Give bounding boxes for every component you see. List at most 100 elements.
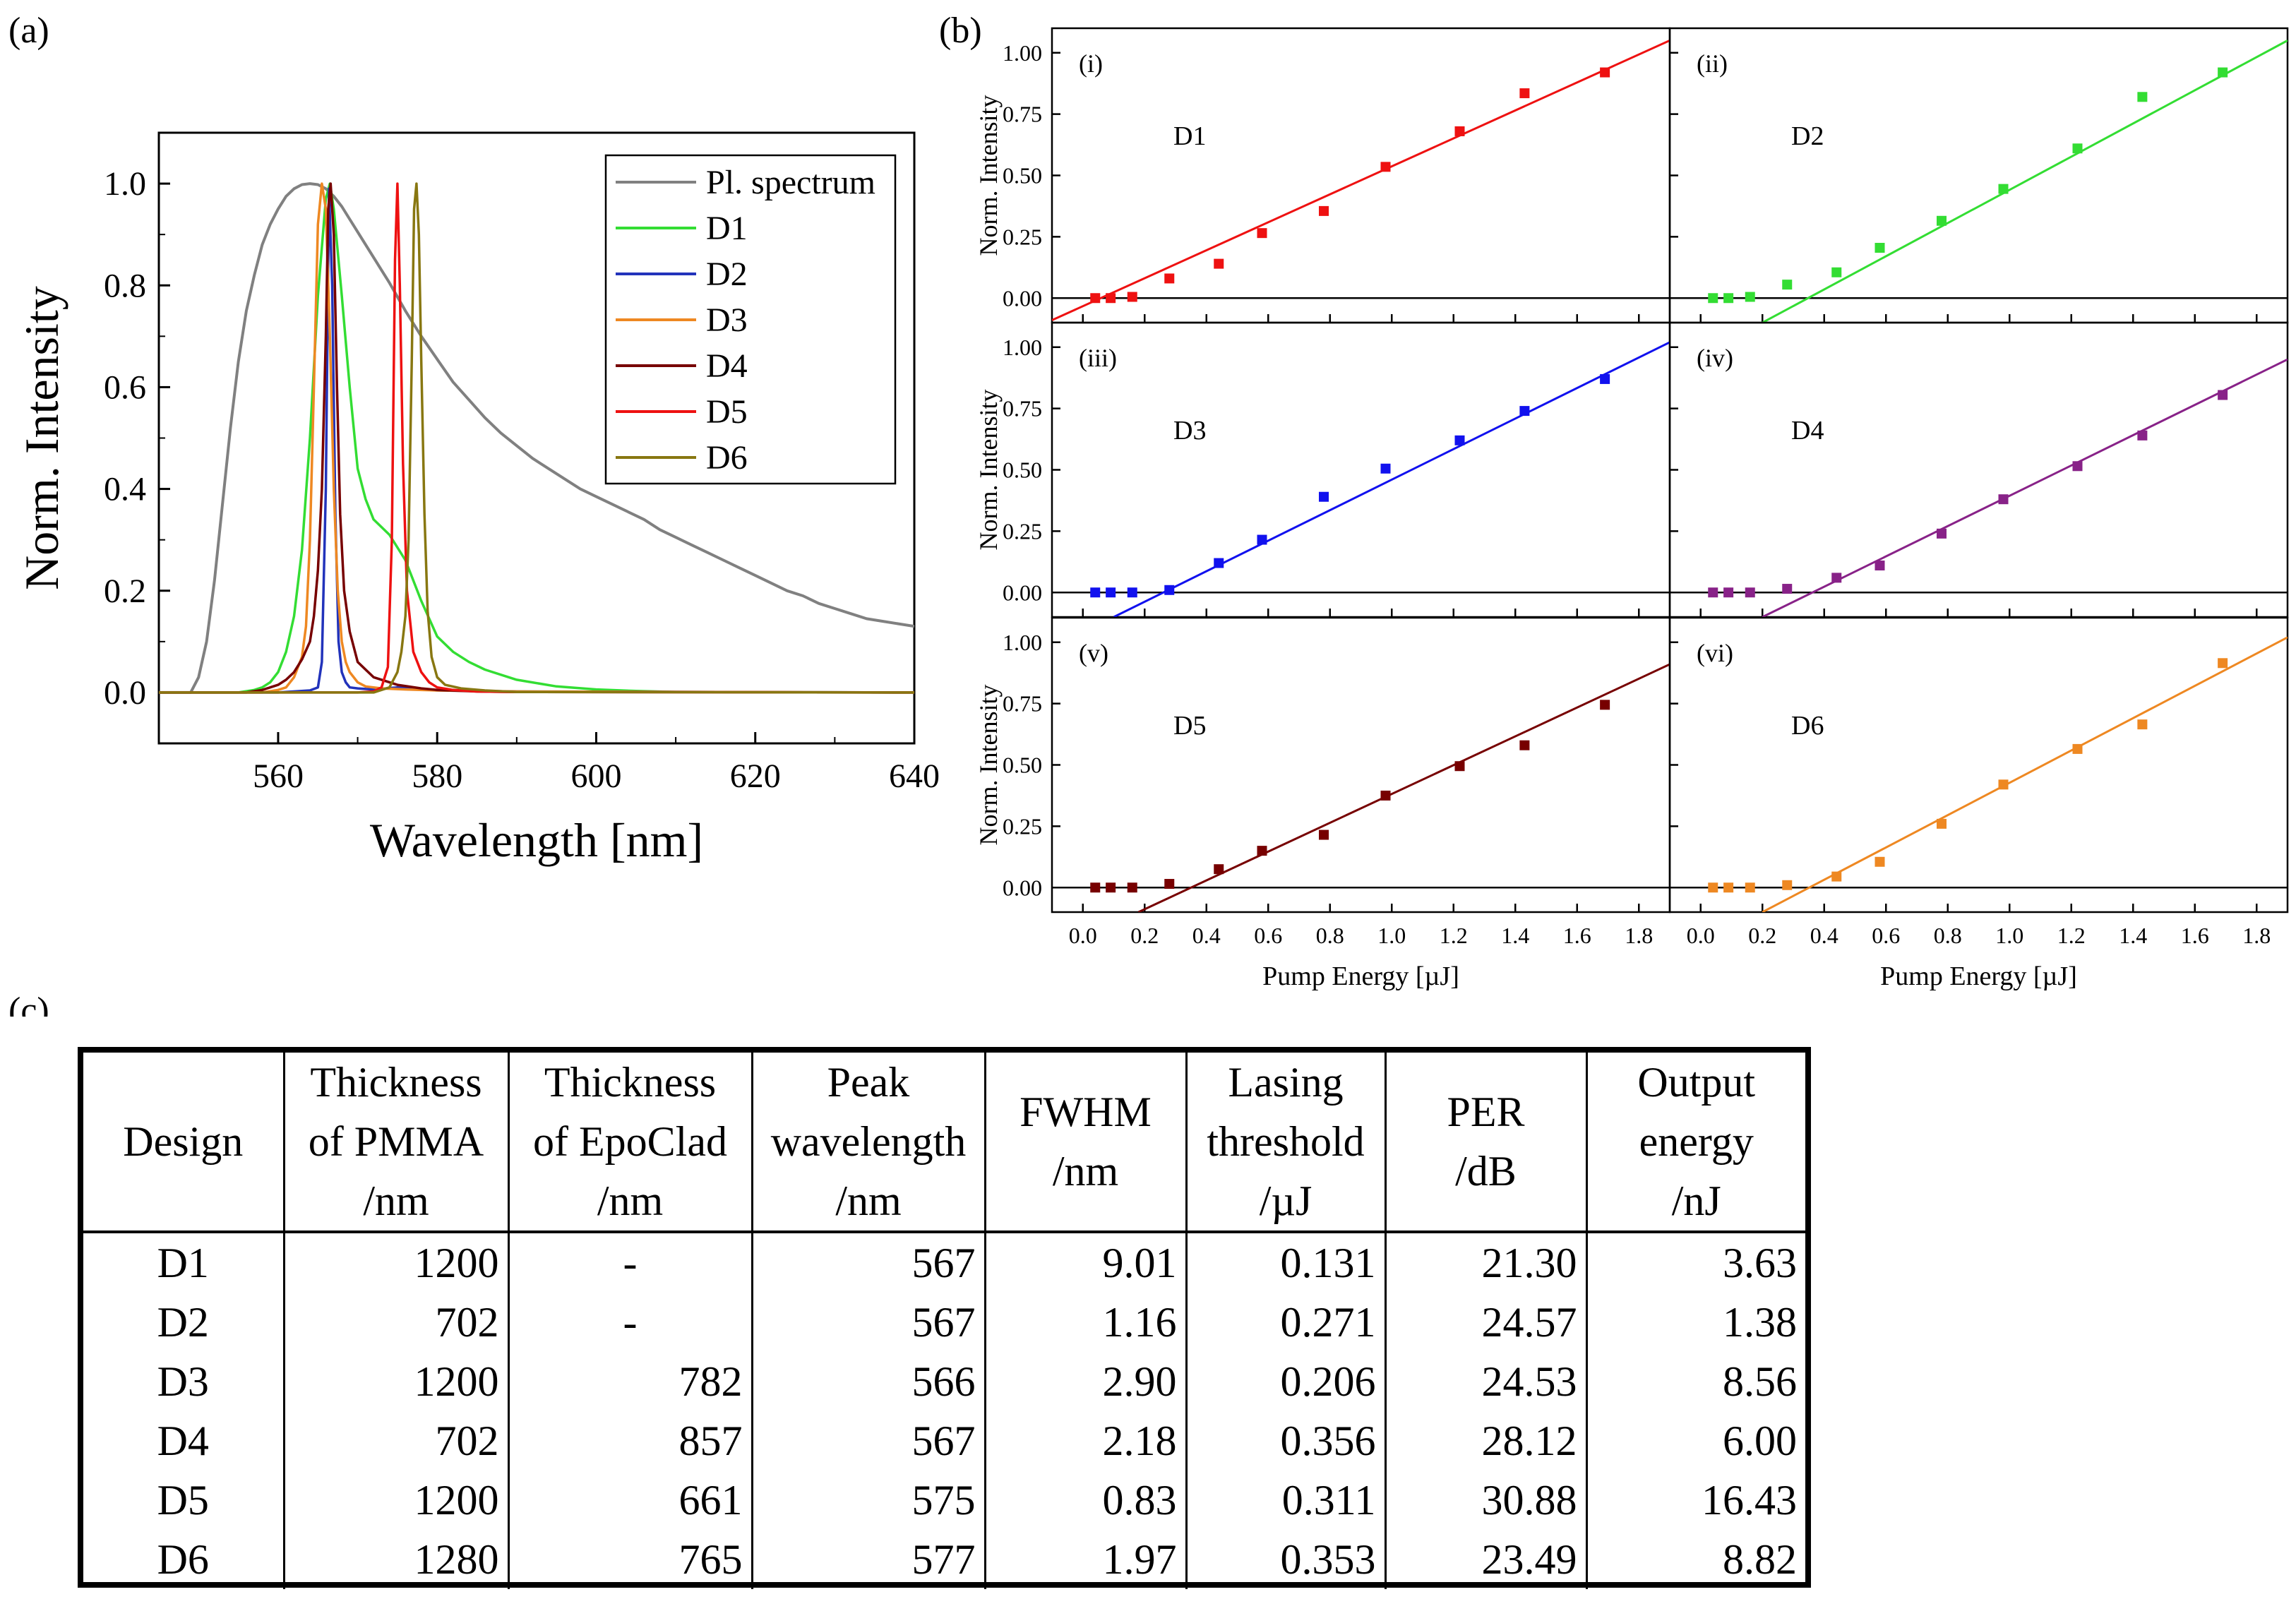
table-cell: 577: [751, 1530, 985, 1589]
y-tick-label-b: 0.75: [1003, 102, 1042, 127]
data-point-d3: [1257, 534, 1267, 545]
data-point-d2: [1745, 292, 1755, 302]
x-tick-label-b: 0.6: [1872, 923, 1900, 948]
table-cell: 702: [282, 1411, 508, 1471]
data-point-d3: [1319, 491, 1329, 502]
y-tick-label-b: 0.00: [1003, 875, 1042, 900]
subplot-design-label: D2: [1791, 121, 1824, 151]
table-cell: 28.12: [1384, 1411, 1586, 1471]
data-point-d5: [1380, 790, 1391, 801]
table-header-line: of PMMA: [308, 1118, 484, 1165]
data-point-d1: [1106, 293, 1116, 304]
table-header-line: PER: [1447, 1089, 1525, 1135]
table-cell: -: [507, 1232, 752, 1293]
results-table: Design Thickness of PMMA/nm Thickness of Epo…: [83, 1053, 1805, 1589]
subplot-tag: (ii): [1697, 49, 1728, 78]
data-point-d6: [1937, 818, 1947, 829]
table-cell: D6: [157, 1536, 209, 1583]
table-row: D1 1200-567 9.01 0.131 21.30 3.63: [83, 1232, 1805, 1293]
data-point-d6: [1875, 856, 1885, 867]
table-row: D2 702-567 1.16 0.271 24.57 1.38: [83, 1293, 1805, 1352]
table-header-line: Lasing: [1228, 1059, 1344, 1106]
table-cell: 2.90: [983, 1352, 1186, 1411]
legend-label: D1: [706, 210, 748, 247]
data-point-d4: [1875, 561, 1885, 571]
table-header-line: /dB: [1455, 1148, 1517, 1194]
data-point-d1: [1090, 293, 1101, 304]
table-cell: 702: [282, 1293, 508, 1352]
fit-line-d5: [1137, 663, 1670, 912]
y-tick-label-b: 0.25: [1003, 224, 1042, 249]
y-tick-label-a: 0.4: [104, 471, 146, 508]
x-tick-label-b: 0.2: [1130, 923, 1159, 948]
table-cell: 1.97: [983, 1530, 1186, 1589]
table-cell: 1.38: [1585, 1293, 1805, 1352]
data-point-d2: [1998, 184, 2009, 194]
data-point-d5: [1454, 761, 1465, 772]
y-tick-label-a: 0.8: [104, 267, 146, 304]
subplot-series-group: [1052, 40, 1670, 321]
table-header-cell: Thickness of PMMA/nm: [282, 1053, 508, 1233]
y-tick-label-b: 0.75: [1003, 691, 1042, 717]
fit-line-d6: [1762, 636, 2288, 912]
subplot-series-group: [1090, 341, 1670, 617]
table-cell: D2: [157, 1299, 209, 1346]
table-cell: 1280: [282, 1530, 508, 1589]
table-cell: 30.88: [1384, 1471, 1586, 1530]
results-table-frame: Design Thickness of PMMA/nm Thickness of Epo…: [78, 1047, 1811, 1589]
table-header-line: /nm: [363, 1178, 429, 1224]
table-cell: D4: [157, 1418, 209, 1464]
subplot-tag: (v): [1079, 639, 1108, 667]
y-tick-label-a: 0.6: [104, 369, 146, 406]
data-point-d3: [1600, 373, 1610, 384]
subplot-tag: (iii): [1079, 344, 1117, 372]
table-cell: 0.353: [1185, 1530, 1385, 1589]
table-header-cell: Output energy/nJ: [1585, 1053, 1805, 1233]
x-tick-label-b: 0.6: [1254, 923, 1282, 948]
table-cell: 567: [751, 1411, 985, 1471]
subplot-design-label: D1: [1173, 121, 1206, 151]
table-header-line: threshold: [1207, 1118, 1365, 1165]
table-row: D5 1200 661 575 0.83 0.311 30.88 16.43: [83, 1471, 1805, 1530]
data-point-d1: [1257, 228, 1267, 239]
table-header-line: /nm: [597, 1178, 664, 1224]
data-point-d3: [1380, 463, 1391, 474]
data-point-d2: [1937, 215, 1947, 226]
panel-label-a: (a): [8, 11, 49, 51]
y-tick-label-b: 0.00: [1003, 580, 1042, 605]
y-tick-label-b: 0.50: [1003, 457, 1042, 483]
table-header-cell: Peak wavelength/nm: [751, 1053, 985, 1233]
data-point-d6: [1782, 880, 1793, 890]
table-header-line: wavelength: [770, 1118, 967, 1165]
table-header-line: Design: [123, 1118, 244, 1165]
data-point-d3: [1214, 558, 1224, 568]
table-header-line: of EpoClad: [533, 1118, 727, 1165]
fit-line-d3: [1113, 341, 1670, 617]
table-header-line: /nJ: [1671, 1178, 1721, 1224]
data-point-d2: [2218, 67, 2228, 78]
table-cell: 23.49: [1384, 1530, 1586, 1589]
y-tick-label-b: 0.00: [1003, 285, 1042, 311]
table-header-cell: Thickness of EpoClad/nm: [507, 1053, 752, 1233]
y-axis-label-b: Norm. Intensity: [974, 95, 1003, 256]
subplot-series-group: [1090, 663, 1670, 912]
y-tick-label-b: 1.00: [1003, 335, 1042, 360]
x-tick-label-b: 1.8: [2242, 923, 2271, 948]
table-cell: 566: [751, 1352, 985, 1411]
data-point-d3: [1106, 587, 1116, 598]
table-cell: D5: [157, 1477, 209, 1523]
x-tick-label-b: 0.4: [1192, 923, 1221, 948]
x-tick-label-b: 1.8: [1625, 923, 1653, 948]
table-cell: 765: [507, 1530, 752, 1589]
data-point-d1: [1600, 67, 1610, 78]
series-line-d5: [159, 182, 914, 694]
x-tick-label-a: 640: [889, 757, 940, 795]
x-tick-label-b: 0.8: [1316, 923, 1344, 948]
x-axis-label-a: Wavelength [nm]: [370, 813, 703, 867]
table-cell: 24.53: [1384, 1352, 1586, 1411]
x-tick-label-a: 560: [253, 757, 304, 795]
table-cell: 1200: [282, 1471, 508, 1530]
table-cell: 0.311: [1185, 1471, 1385, 1530]
data-point-d5: [1214, 864, 1224, 875]
table-cell: 21.30: [1384, 1232, 1586, 1293]
